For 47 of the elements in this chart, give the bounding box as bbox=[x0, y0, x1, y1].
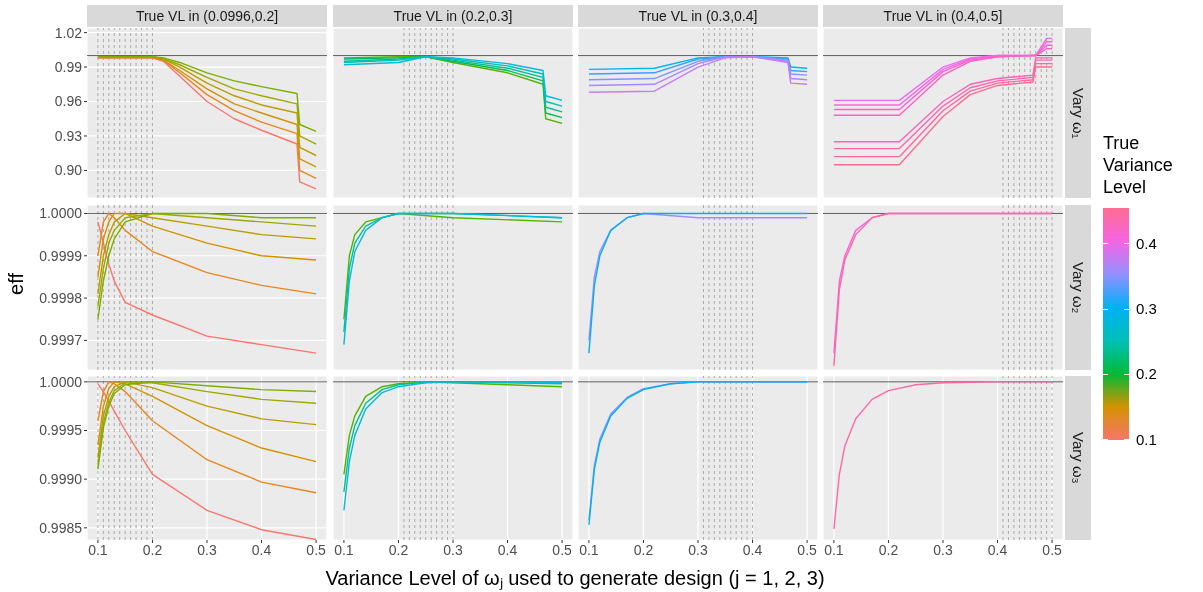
y-tick-label: 0.99 bbox=[54, 59, 83, 76]
y2-axis-title: Vary ω₃ bbox=[1069, 432, 1087, 484]
y2-axis-title: Vary ω₁ bbox=[1069, 87, 1087, 139]
x-tick-label: 0.1 bbox=[334, 541, 354, 558]
y-tick-label: 0.9999 bbox=[39, 247, 83, 264]
y-tick-label: 1.0000 bbox=[39, 205, 83, 222]
x-tick-label: 0.4 bbox=[497, 541, 518, 558]
y-tick-label: 0.9998 bbox=[39, 290, 83, 307]
x-tick-label: 0.3 bbox=[688, 541, 708, 558]
x-tick-label: 0.1 bbox=[88, 541, 108, 558]
x-tick-label: 0.2 bbox=[878, 541, 899, 558]
color-bar-label: 0.1 bbox=[1136, 430, 1157, 448]
chart-title: True VL in (0.3,0.4] bbox=[578, 5, 818, 27]
color-bar-label: 0.3 bbox=[1136, 300, 1157, 318]
x-tick-label: 0.2 bbox=[142, 541, 163, 558]
chart-title: True VL in (0.4,0.5] bbox=[823, 5, 1063, 27]
x-tick-label: 0.2 bbox=[633, 541, 654, 558]
y-tick-label: 0.9995 bbox=[39, 422, 83, 439]
x-tick-label: 0.3 bbox=[933, 541, 953, 558]
x-tick-label: 0.1 bbox=[579, 541, 599, 558]
y-tick-label: 0.96 bbox=[54, 93, 83, 110]
y-tick-label: 0.9997 bbox=[39, 332, 83, 349]
y-tick-label: 0.9985 bbox=[39, 519, 83, 536]
x-tick-label: 0.3 bbox=[197, 541, 217, 558]
x-tick-label: 0.5 bbox=[797, 541, 818, 558]
x-tick-label: 0.3 bbox=[443, 541, 463, 558]
x-tick-label: 0.5 bbox=[1042, 541, 1063, 558]
x-tick-label: 0.5 bbox=[552, 541, 573, 558]
legend-title: True Variance Level bbox=[1103, 132, 1174, 198]
chart-title: True VL in (0.2,0.3] bbox=[333, 5, 573, 27]
y-tick-label: 0.9990 bbox=[39, 471, 83, 488]
x-axis-title: Variance Level of ωⱼ used to generate design (j = 1, 2, 3) bbox=[324, 566, 826, 591]
y-tick-label: 1.0000 bbox=[39, 373, 83, 390]
x-tick-label: 0.5 bbox=[306, 541, 327, 558]
color-bar-label: 0.4 bbox=[1136, 234, 1157, 252]
y-tick-label: 0.90 bbox=[54, 162, 83, 179]
y-axis-title: eff bbox=[4, 273, 28, 295]
x-tick-label: 0.4 bbox=[987, 541, 1008, 558]
y-tick-label: 1.02 bbox=[54, 24, 83, 41]
x-tick-label: 0.2 bbox=[388, 541, 409, 558]
x-tick-label: 0.4 bbox=[251, 541, 272, 558]
y-tick-label: 0.93 bbox=[54, 127, 83, 144]
y2-axis-title: Vary ω₂ bbox=[1069, 261, 1087, 314]
x-tick-label: 0.4 bbox=[742, 541, 763, 558]
chart-title: True VL in (0.0996,0.2] bbox=[87, 5, 327, 27]
color-bar-label: 0.2 bbox=[1136, 365, 1157, 383]
x-tick-label: 0.1 bbox=[824, 541, 844, 558]
